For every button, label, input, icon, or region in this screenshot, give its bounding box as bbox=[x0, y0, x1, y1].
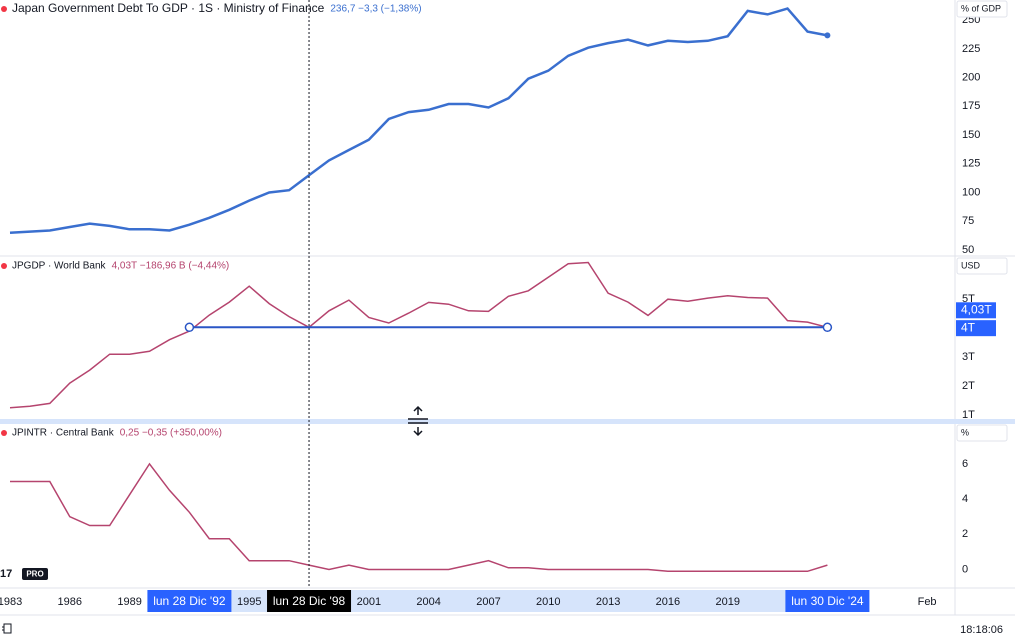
pane-value: 4,03T −186,96 B (−4,44%) bbox=[112, 261, 230, 272]
y-tick-label: 0 bbox=[962, 563, 968, 575]
price-label: 4T bbox=[961, 320, 976, 334]
time-label-box bbox=[785, 590, 870, 612]
x-tick-label: 1983 bbox=[0, 596, 22, 608]
legend-dot bbox=[1, 6, 7, 12]
x-tick-label: Feb bbox=[918, 596, 937, 608]
y-tick-label: 50 bbox=[962, 244, 974, 256]
y-tick-label: 2 bbox=[962, 528, 968, 540]
x-tick-label: 2013 bbox=[596, 596, 620, 608]
series bbox=[9, 7, 828, 235]
legend-dot bbox=[1, 430, 7, 436]
y-tick-label: 225 bbox=[962, 43, 980, 55]
x-tick-label: 1989 bbox=[117, 596, 141, 608]
y-tick-label: 1T bbox=[962, 409, 975, 421]
time-label: lun 28 Dic '98 bbox=[273, 594, 346, 608]
y-tick-label: 200 bbox=[962, 71, 980, 83]
time-label-box bbox=[267, 590, 352, 612]
price-label: 4,03T bbox=[961, 302, 992, 316]
series bbox=[10, 462, 828, 573]
logo-text: PRO bbox=[26, 570, 43, 579]
unit-label: USD bbox=[961, 260, 981, 270]
y-tick-label: 4 bbox=[962, 493, 968, 505]
x-tick-label: 1995 bbox=[237, 596, 261, 608]
line bbox=[9, 261, 828, 409]
series bbox=[9, 261, 828, 409]
price-label-box bbox=[956, 320, 996, 337]
pane-value: 0,25 −0,35 (+350,00%) bbox=[120, 428, 222, 439]
time-label-box bbox=[147, 590, 232, 612]
unit-box bbox=[956, 257, 1008, 275]
trendline-handle bbox=[822, 322, 833, 333]
y-tick-label: 125 bbox=[962, 158, 980, 170]
x-tick-label: 2019 bbox=[715, 596, 739, 608]
calendar-icon[interactable] bbox=[2, 623, 12, 634]
logo-mark: 17 bbox=[0, 568, 12, 580]
y-tick-label: 2T bbox=[962, 380, 975, 392]
x-tick-label: 2001 bbox=[357, 596, 381, 608]
x-tick-label: 2010 bbox=[536, 596, 560, 608]
trendline-handle bbox=[184, 322, 195, 333]
pane-separator-active[interactable] bbox=[0, 419, 1015, 424]
last-point bbox=[824, 32, 831, 39]
clock: 18:18:06 bbox=[960, 624, 1003, 636]
y-tick-label: 150 bbox=[962, 129, 980, 141]
pane-value: 236,7 −3,3 (−1,38%) bbox=[330, 4, 421, 15]
time-label: lun 28 Dic '92 bbox=[153, 594, 226, 608]
y-tick-label: 5T bbox=[962, 293, 975, 305]
y-tick-label: 175 bbox=[962, 100, 980, 112]
unit-label: % bbox=[961, 427, 969, 437]
pane-title: Japan Government Debt To GDP · 1S · Mini… bbox=[12, 1, 325, 15]
logo: 17 PRO bbox=[0, 568, 48, 580]
x-tick-label: 1986 bbox=[58, 596, 82, 608]
pane-title: JPINTR · Central Bank bbox=[12, 428, 115, 439]
price-label-box bbox=[956, 302, 996, 319]
unit-box bbox=[956, 424, 1008, 442]
y-tick-label: 3T bbox=[962, 351, 975, 363]
y-tick-label: 75 bbox=[962, 215, 974, 227]
unit-label: % of GDP bbox=[961, 3, 1001, 13]
y-tick-label: 100 bbox=[962, 186, 980, 198]
y-tick-label: 6 bbox=[962, 458, 968, 470]
time-label: lun 30 Dic '24 bbox=[791, 594, 864, 608]
unit-box bbox=[956, 0, 1008, 18]
x-tick-label: 2016 bbox=[656, 596, 680, 608]
pane-title: JPGDP · World Bank bbox=[12, 261, 107, 272]
resize-icon[interactable] bbox=[408, 405, 428, 437]
x-tick-label: 2007 bbox=[476, 596, 500, 608]
x-tick-label: 2004 bbox=[416, 596, 440, 608]
line bbox=[10, 462, 828, 573]
line bbox=[9, 7, 828, 235]
legend-dot bbox=[1, 263, 7, 269]
